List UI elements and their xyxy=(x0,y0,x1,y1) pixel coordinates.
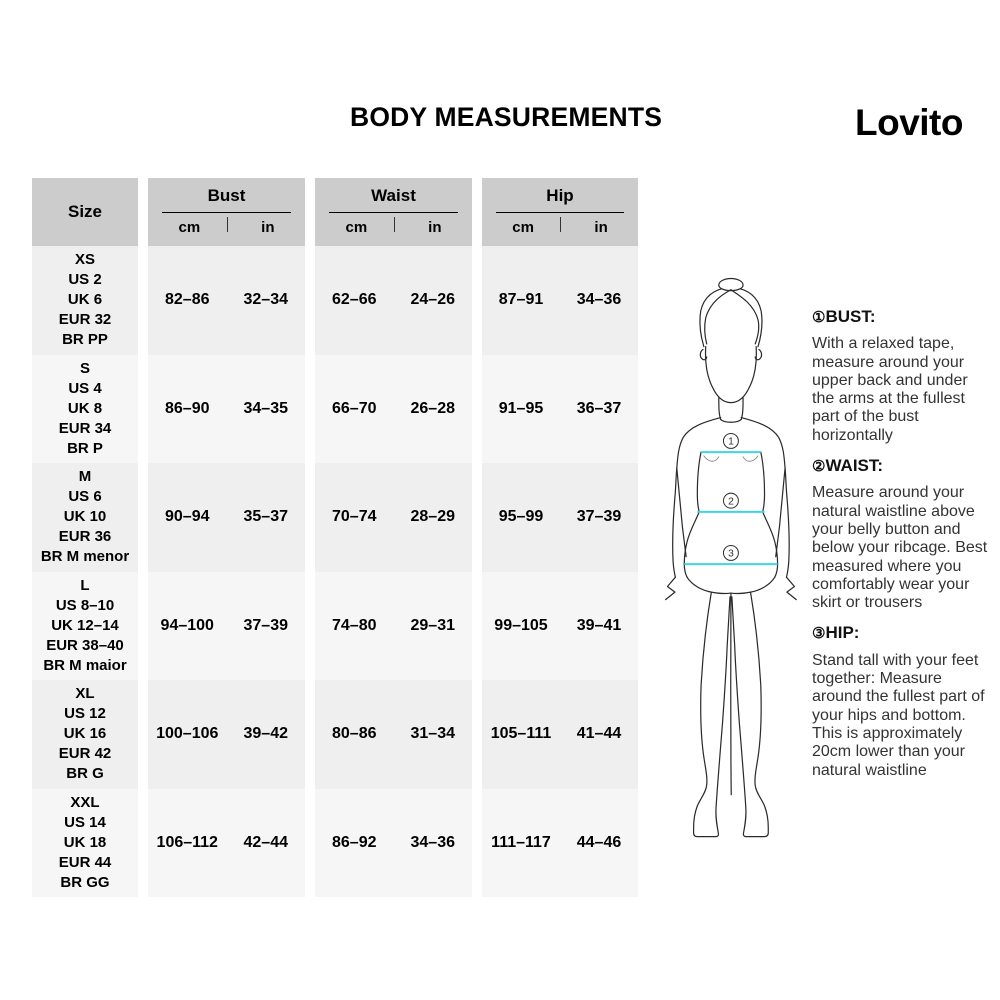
svg-text:2: 2 xyxy=(728,496,734,507)
svg-text:3: 3 xyxy=(728,549,734,560)
svg-text:1: 1 xyxy=(728,437,734,448)
